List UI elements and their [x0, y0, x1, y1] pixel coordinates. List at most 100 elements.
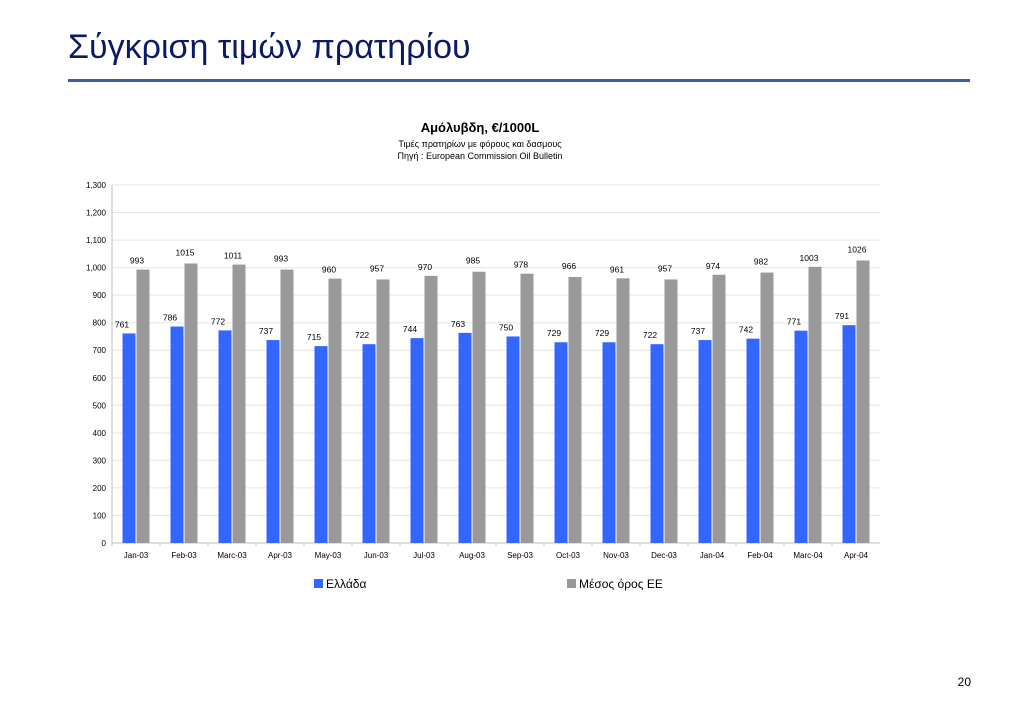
- data-label-eu-average: 1026: [848, 244, 867, 254]
- bar-eu-average: [424, 275, 438, 543]
- data-label-greece: 744: [403, 324, 417, 334]
- x-tick-label: Feb-03: [171, 551, 197, 560]
- x-tick-label: Marc-04: [793, 551, 823, 560]
- data-label-greece: 729: [547, 328, 561, 338]
- bar-eu-average: [760, 272, 774, 543]
- bar-eu-average: [664, 279, 678, 543]
- bar-greece: [602, 342, 616, 543]
- chart-title: Αμόλυβδη, €/1000L: [421, 120, 540, 135]
- slide-title: Σύγκριση τιμών πρατηρίου: [68, 28, 471, 66]
- x-tick-label: Feb-04: [747, 551, 773, 560]
- data-label-greece: 715: [307, 332, 321, 342]
- bars: [122, 260, 870, 543]
- data-label-eu-average: 993: [130, 256, 144, 266]
- data-label-greece: 737: [259, 326, 273, 336]
- page-number: 20: [957, 675, 971, 689]
- data-label-greece: 750: [499, 322, 513, 332]
- data-label-eu-average: 957: [370, 263, 384, 273]
- data-label-greece: 737: [691, 326, 705, 336]
- y-tick-label: 1,300: [86, 181, 107, 190]
- bar-eu-average: [472, 271, 486, 543]
- title-divider: [68, 79, 970, 82]
- bar-eu-average: [328, 278, 342, 543]
- data-label-greece: 722: [355, 330, 369, 340]
- bar-greece: [314, 346, 328, 543]
- bar-greece: [362, 344, 376, 543]
- bar-greece: [842, 325, 856, 543]
- data-label-greece: 771: [787, 317, 801, 327]
- data-label-greece: 761: [115, 319, 129, 329]
- legend: Ελλάδα Μέσος όρος ΕΕ: [314, 577, 663, 591]
- y-tick-label: 500: [93, 401, 107, 410]
- bar-eu-average: [520, 273, 534, 543]
- x-tick-label: Apr-04: [844, 551, 869, 560]
- bar-eu-average: [712, 274, 726, 543]
- y-tick-label: 1,000: [86, 264, 107, 273]
- bar-greece: [506, 336, 520, 543]
- data-label-eu-average: 1011: [224, 251, 243, 261]
- bar-greece: [170, 326, 184, 543]
- bar-greece: [266, 340, 280, 543]
- y-tick-label: 700: [93, 346, 107, 355]
- y-tick-label: 600: [93, 374, 107, 383]
- bar-greece: [410, 338, 424, 543]
- legend-label-greece: Ελλάδα: [326, 577, 366, 591]
- data-label-eu-average: 961: [610, 264, 624, 274]
- bar-eu-average: [808, 266, 822, 543]
- data-label-eu-average: 993: [274, 254, 288, 264]
- x-tick-label: Sep-03: [507, 551, 533, 560]
- bar-greece: [554, 342, 568, 543]
- bar-greece: [122, 333, 136, 543]
- y-tick-label: 400: [93, 429, 107, 438]
- bar-greece: [746, 338, 760, 543]
- y-tick-label: 800: [93, 319, 107, 328]
- bar-eu-average: [616, 278, 630, 543]
- y-tick-label: 0: [102, 539, 107, 548]
- bar-greece: [794, 330, 808, 543]
- y-tick-label: 200: [93, 484, 107, 493]
- x-tick-label: Apr-03: [268, 551, 293, 560]
- data-label-eu-average: 985: [466, 256, 480, 266]
- data-label-greece: 772: [211, 316, 225, 326]
- bar-eu-average: [856, 260, 870, 543]
- legend-swatch-greece: [314, 579, 323, 588]
- x-tick-label: Marc-03: [217, 551, 247, 560]
- bar-eu-average: [376, 279, 390, 543]
- data-label-eu-average: 978: [514, 260, 528, 270]
- y-tick-label: 100: [93, 511, 107, 520]
- legend-swatch-eu-average: [567, 579, 576, 588]
- data-label-eu-average: 957: [658, 263, 672, 273]
- bar-greece: [698, 340, 712, 543]
- data-label-eu-average: 966: [562, 261, 576, 271]
- x-tick-label: Aug-03: [459, 551, 485, 560]
- y-tick-label: 900: [93, 291, 107, 300]
- x-tick-label: Jun-03: [364, 551, 389, 560]
- bar-eu-average: [136, 269, 150, 543]
- data-label-eu-average: 960: [322, 265, 336, 275]
- legend-label-eu-average: Μέσος όρος ΕΕ: [579, 577, 663, 591]
- bar-greece: [650, 344, 664, 543]
- x-tick-label: Oct-03: [556, 551, 581, 560]
- chart-subtitle-line-2: Πηγή : European Commission Oil Bulletin: [397, 151, 562, 161]
- x-tick-label: Nov-03: [603, 551, 629, 560]
- x-tick-label: Jan-04: [700, 551, 725, 560]
- x-tick-label: Dec-03: [651, 551, 677, 560]
- data-label-eu-average: 1003: [800, 253, 819, 263]
- data-labels: 761 993 786 1015 772 1011 737 993 715 960 722 957 74…: [115, 244, 867, 342]
- x-tick-label: May-03: [315, 551, 342, 560]
- x-tick-label: Jul-03: [413, 551, 435, 560]
- data-label-eu-average: 974: [706, 261, 720, 271]
- data-label-greece: 763: [451, 319, 465, 329]
- chart-subtitle-line-1: Τιμές πρατηρίων με φόρους και δασμους: [398, 139, 562, 149]
- bar-eu-average: [568, 276, 582, 543]
- data-label-eu-average: 982: [754, 257, 768, 267]
- y-tick-label: 1,100: [86, 236, 107, 245]
- y-tick-label: 300: [93, 456, 107, 465]
- data-label-eu-average: 970: [418, 262, 432, 272]
- bar-greece: [218, 330, 232, 543]
- data-label-greece: 729: [595, 328, 609, 338]
- data-label-eu-average: 1015: [176, 247, 195, 257]
- data-label-greece: 791: [835, 311, 849, 321]
- bar-eu-average: [232, 264, 246, 543]
